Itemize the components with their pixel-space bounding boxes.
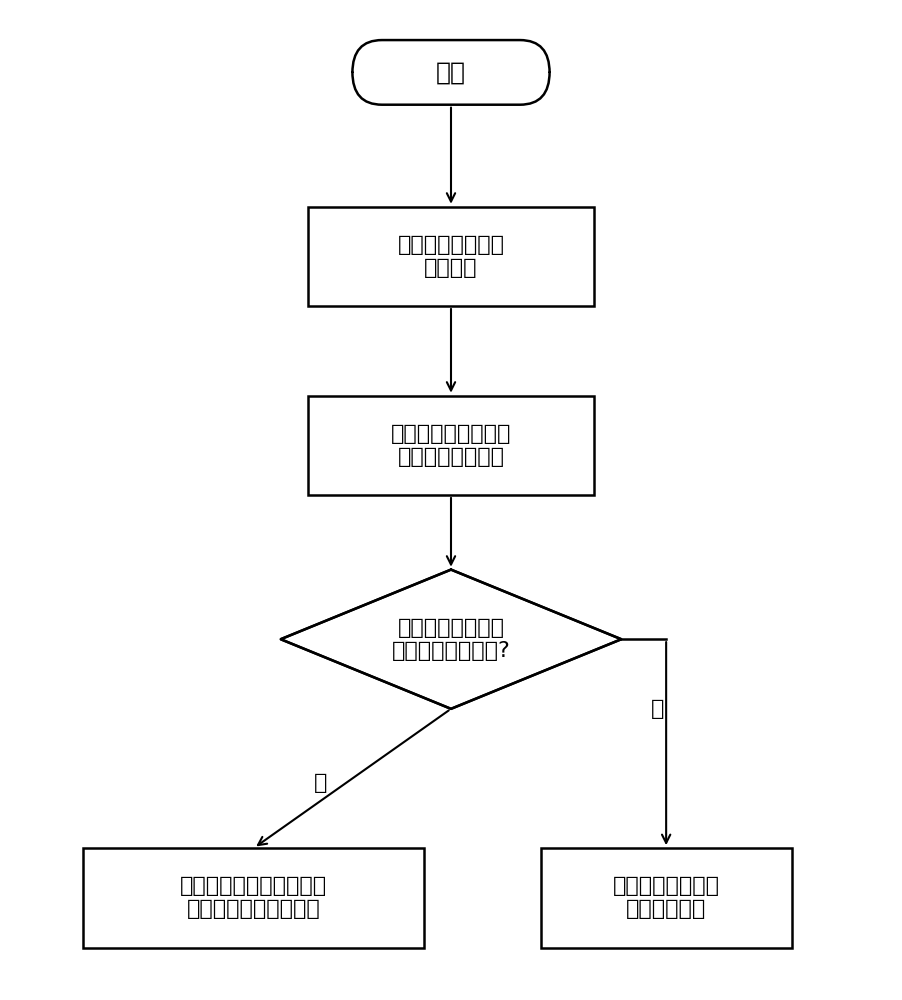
Text: 开始: 开始 xyxy=(436,60,466,84)
Bar xyxy=(308,396,594,495)
Text: 根据对象信息分配各
出风段的出风形态: 根据对象信息分配各 出风段的出风形态 xyxy=(391,424,511,467)
Bar xyxy=(84,848,424,948)
FancyBboxPatch shape xyxy=(353,40,549,105)
Text: 是: 是 xyxy=(314,773,327,793)
Text: 送风区域内的对象
信息是否发生变化?: 送风区域内的对象 信息是否发生变化? xyxy=(391,618,511,661)
Polygon shape xyxy=(281,570,621,709)
Bar xyxy=(308,207,594,306)
Text: 根据最新的对象信息调整
出风段的出风形态分配: 根据最新的对象信息调整 出风段的出风形态分配 xyxy=(180,876,327,919)
Text: 获取送风区域内的
对象信息: 获取送风区域内的 对象信息 xyxy=(398,235,504,278)
Bar xyxy=(540,848,792,948)
Text: 出风段的出风形态
分配保持不变: 出风段的出风形态 分配保持不变 xyxy=(612,876,720,919)
Text: 否: 否 xyxy=(650,699,664,719)
